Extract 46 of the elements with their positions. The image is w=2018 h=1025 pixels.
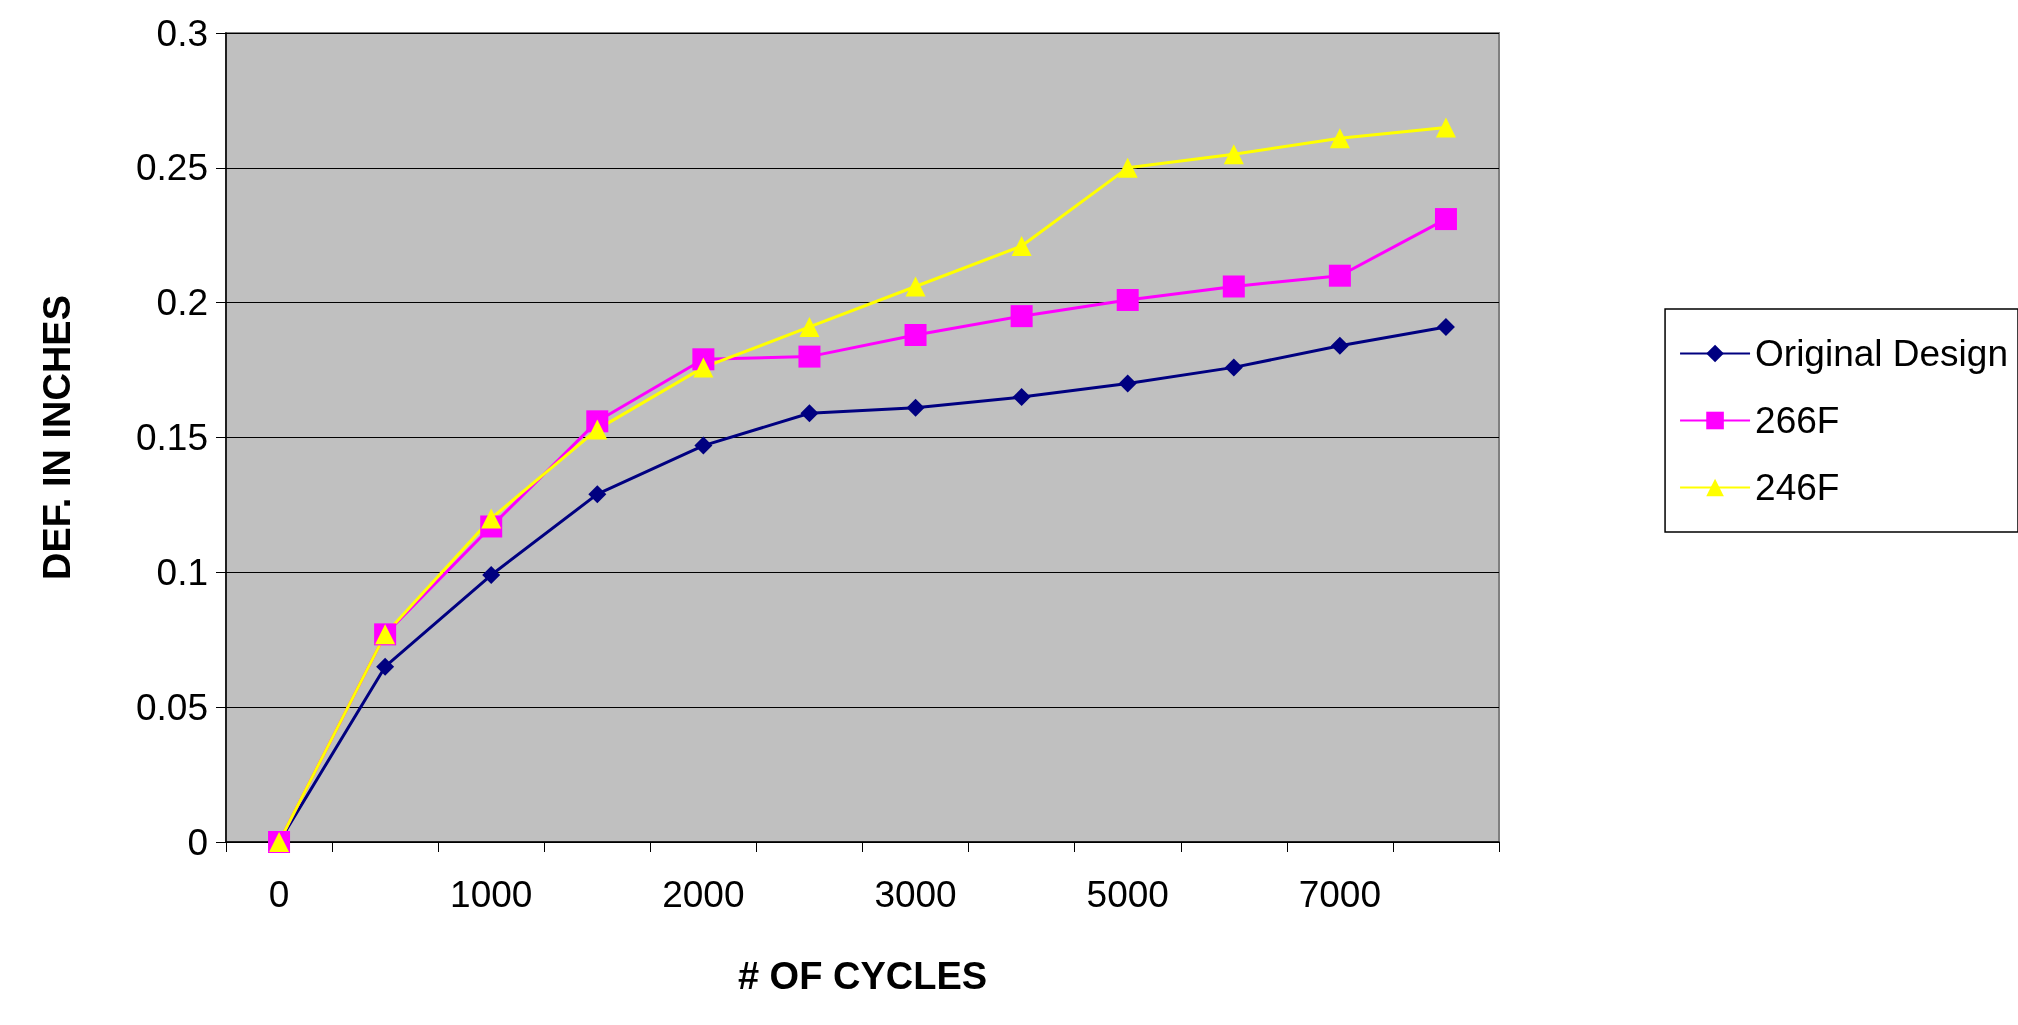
- point: [1434, 208, 1457, 231]
- y-tick-label: 0.2: [156, 282, 208, 324]
- y-tick-label: 0.15: [135, 417, 208, 458]
- legend-label: 246F: [1755, 467, 1840, 508]
- point: [693, 357, 714, 378]
- y-tick-label: 0.05: [135, 686, 208, 728]
- point: [1224, 358, 1243, 377]
- y-axis-title: DEF. IN INCHES: [36, 294, 78, 581]
- point: [905, 276, 926, 297]
- point: [800, 404, 819, 423]
- point: [1436, 317, 1455, 336]
- point: [1010, 305, 1033, 328]
- point: [1223, 144, 1244, 165]
- point: [1222, 275, 1245, 298]
- point: [1012, 388, 1031, 407]
- point: [1435, 117, 1456, 138]
- point: [1330, 336, 1349, 355]
- point: [906, 398, 925, 417]
- point: [482, 566, 501, 585]
- point: [904, 324, 927, 347]
- x-tick-label: 7000: [1298, 874, 1382, 915]
- point: [588, 485, 607, 504]
- point: [799, 316, 820, 337]
- point: [694, 436, 713, 455]
- point: [1328, 264, 1351, 287]
- x-tick-label: 2000: [662, 874, 745, 915]
- y-tick-label: 0: [187, 821, 208, 863]
- point: [376, 657, 395, 676]
- point: [1011, 236, 1032, 257]
- point: [798, 345, 821, 368]
- point: [1117, 157, 1138, 178]
- point: [1329, 128, 1350, 149]
- y-tick-label: 0.3: [156, 12, 208, 54]
- legend-label: 266F: [1755, 400, 1840, 441]
- point: [587, 419, 608, 440]
- y-tick-label: 0.25: [135, 147, 208, 189]
- point: [1118, 374, 1137, 393]
- legend-label: Original Design: [1755, 333, 2009, 374]
- x-axis-title: # OF CYCLES: [737, 955, 988, 997]
- x-tick-label: 0: [268, 874, 290, 915]
- point: [1116, 288, 1139, 311]
- point: [481, 508, 502, 529]
- x-tick-label: 5000: [1086, 874, 1169, 915]
- y-tick-label: 0.1: [156, 551, 208, 593]
- x-tick-label: 3000: [874, 874, 957, 915]
- x-tick-label: 1000: [450, 874, 533, 915]
